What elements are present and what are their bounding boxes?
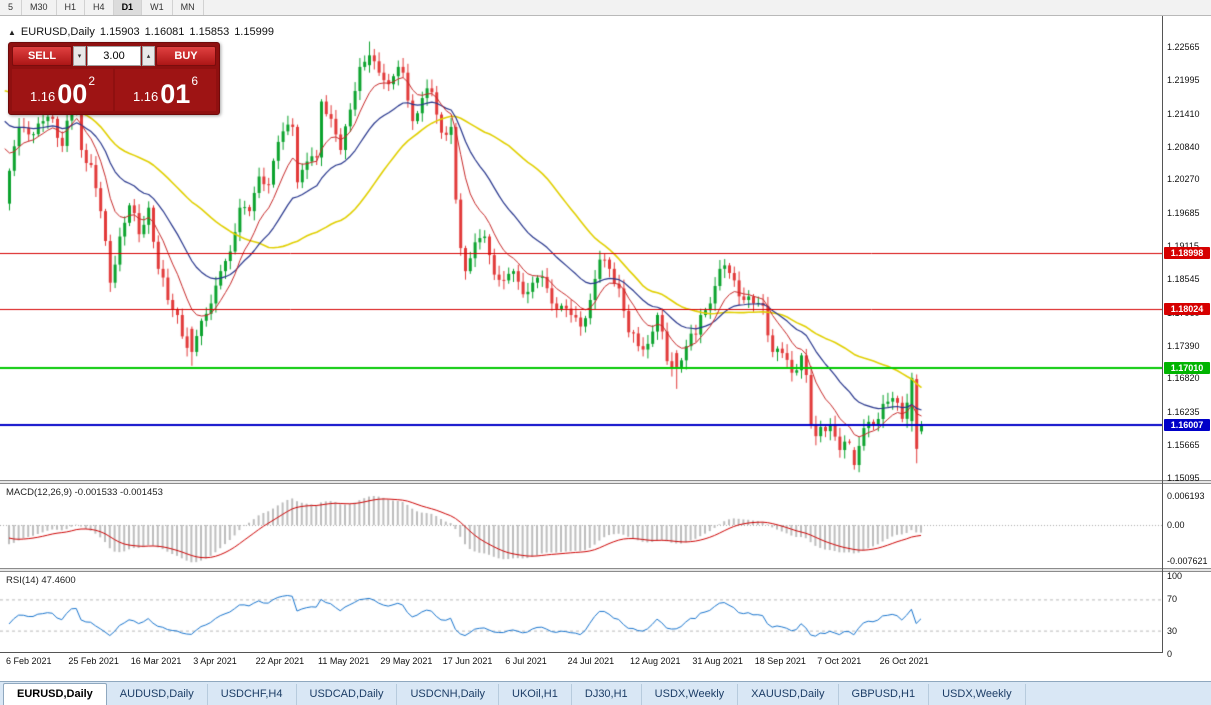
macd-indicator-label: MACD(12,26,9) -0.001533 -0.001453 (6, 487, 163, 498)
macd-axis-label: 0.00 (1167, 520, 1185, 530)
timeframe-toolbar: 5 M30 H1 H4 D1 W1 MN (0, 0, 1211, 16)
price-axis-label: 1.17390 (1167, 340, 1200, 351)
chart-tab-usdcnh-daily[interactable]: USDCNH,Daily (397, 684, 500, 705)
sell-price-big: 00 (57, 79, 88, 109)
price-tag-1.18024: 1.18024 (1164, 303, 1210, 315)
ohlc-low: 1.15853 (189, 26, 230, 38)
date-axis-label: 16 Mar 2021 (130, 656, 182, 666)
price-axis-label: 1.19115 (1167, 241, 1199, 251)
timeframe-button-w1[interactable]: W1 (142, 0, 173, 15)
ohlc-close: 1.15999 (234, 26, 274, 38)
date-axis-label: 11 May 2021 (318, 656, 370, 666)
chart-tab-xauusd-daily[interactable]: XAUUSD,Daily (738, 684, 839, 705)
price-axis-label: 1.20270 (1167, 174, 1200, 185)
buy-price-prefix: 1.16 (132, 89, 159, 104)
chart-tab-eurusd-daily[interactable]: EURUSD,Daily (3, 683, 107, 705)
panel-splitter-macd[interactable] (0, 480, 1211, 484)
date-axis-label: 31 Aug 2021 (692, 656, 743, 666)
date-axis-label: 22 Apr 2021 (255, 656, 305, 666)
rsi-chart-canvas[interactable] (0, 572, 1162, 652)
macd-axis-label: -0.007621 (1167, 555, 1208, 566)
price-tag-1.18998: 1.18998 (1164, 246, 1210, 259)
volume-decrease-button[interactable]: ▾ (73, 46, 86, 66)
timeframe-button-h1[interactable]: H1 (56, 0, 86, 15)
price-tag-1.16007: 1.16007 (1164, 419, 1210, 432)
chart-tab-usdx-weekly[interactable]: USDX,Weekly (929, 684, 1026, 705)
price-axis-label: 1.20840 (1167, 141, 1200, 152)
price-axis-label: 1.16820 (1167, 373, 1200, 384)
sell-price-pip: 2 (88, 74, 96, 88)
symbol-direction-icon: ▲ (8, 27, 16, 37)
timeframe-button-mn[interactable]: MN (172, 0, 204, 15)
rsi-axis-label: 30 (1167, 625, 1178, 636)
panel-splitter-rsi[interactable] (0, 568, 1211, 572)
price-axis-border (1162, 16, 1163, 653)
macd-chart-canvas[interactable] (0, 484, 1162, 568)
date-axis-label: 6 Jul 2021 (505, 656, 547, 666)
chart-tab-audusd-daily[interactable]: AUDUSD,Daily (107, 684, 208, 705)
buy-price-display[interactable]: 1.16 01 6 (115, 69, 216, 111)
buy-button[interactable]: BUY (156, 46, 216, 66)
date-axis-label: 17 Jun 2021 (442, 656, 493, 666)
buy-price-big: 01 (160, 79, 191, 109)
chart-tab-ukoil-h1[interactable]: UKOil,H1 (499, 684, 572, 705)
date-axis-label: 24 Jul 2021 (567, 656, 615, 666)
price-axis-label: 1.22565 (1167, 42, 1200, 52)
ohlc-open: 1.15903 (99, 26, 140, 38)
price-axis-label: 1.18545 (1167, 273, 1200, 284)
chart-tab-gbpusd-h1[interactable]: GBPUSD,H1 (839, 684, 930, 705)
rsi-axis-label: 70 (1167, 594, 1178, 605)
sell-button[interactable]: SELL (12, 46, 72, 66)
date-axis-label: 29 May 2021 (380, 656, 433, 666)
chart-symbol-label: EURUSD,Daily (20, 26, 95, 38)
date-axis-label: 25 Feb 2021 (68, 656, 119, 666)
chart-tab-usdx-weekly[interactable]: USDX,Weekly (642, 684, 739, 705)
rsi-indicator-label: RSI(14) 47.4600 (6, 575, 76, 586)
chart-tab-usdcad-daily[interactable]: USDCAD,Daily (297, 684, 398, 705)
price-axis-label: 1.21995 (1167, 74, 1200, 85)
volume-input[interactable] (87, 46, 141, 66)
sell-price-prefix: 1.16 (29, 89, 56, 104)
price-tag-1.17010: 1.17010 (1164, 361, 1210, 374)
date-axis-label: 7 Oct 2021 (817, 656, 862, 666)
date-axis-label: 12 Aug 2021 (630, 656, 681, 666)
date-axis-label: 3 Apr 2021 (193, 656, 237, 666)
chart-header: ▲ EURUSD,Daily 1.15903 1.16081 1.15853 1… (8, 26, 274, 38)
timeframe-button-m30[interactable]: M30 (22, 0, 57, 15)
sell-price-display[interactable]: 1.16 00 2 (12, 69, 113, 111)
price-axis-label: 1.15665 (1167, 440, 1200, 451)
price-axis-label: 1.15095 (1167, 473, 1200, 483)
ohlc-high: 1.16081 (144, 26, 185, 38)
price-axis-label: 1.16235 (1167, 407, 1200, 418)
chart-tab-bar: EURUSD,Daily AUDUSD,Daily USDCHF,H4 USDCAD,… (0, 681, 1211, 705)
timeframe-button-d1[interactable]: D1 (113, 0, 143, 15)
date-axis-label: 6 Feb 2021 (6, 656, 52, 666)
buy-price-pip: 6 (191, 74, 199, 88)
chart-bottom-frame (0, 652, 1163, 653)
chart-tab-dj30-h1[interactable]: DJ30,H1 (572, 684, 642, 705)
price-axis-label: 1.21410 (1167, 108, 1200, 119)
date-axis-label: 18 Sep 2021 (754, 656, 806, 666)
rsi-axis-label: 0 (1167, 649, 1173, 659)
volume-increase-button[interactable]: ▴ (142, 46, 155, 66)
timeframe-button-5[interactable]: 5 (0, 0, 23, 15)
price-axis-label: 1.19685 (1167, 208, 1200, 219)
rsi-axis-label: 100 (1167, 571, 1183, 581)
date-axis-label: 26 Oct 2021 (879, 656, 929, 666)
macd-axis-label: 0.006193 (1167, 490, 1205, 501)
timeframe-button-h4[interactable]: H4 (85, 0, 114, 15)
chart-tab-usdchf-h4[interactable]: USDCHF,H4 (208, 684, 297, 705)
